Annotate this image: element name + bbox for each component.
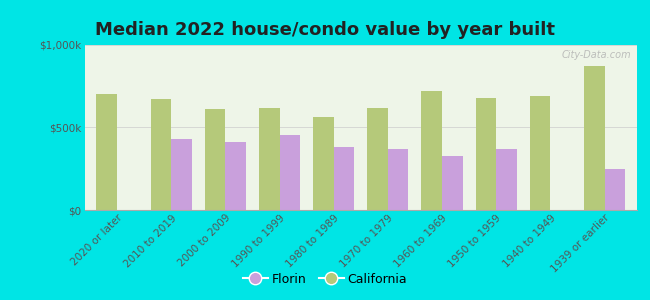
Bar [530,96,551,210]
Legend: Florin, California: Florin, California [238,268,412,291]
Bar [584,66,605,210]
Bar [604,169,625,210]
Bar [388,149,408,210]
Text: City-Data.com: City-Data.com [562,50,632,60]
Bar [96,94,117,210]
Bar [442,155,463,210]
Bar [259,108,280,210]
Bar [226,142,246,210]
Bar [496,149,517,210]
Bar [280,135,300,210]
Bar [151,99,171,210]
Bar [171,139,192,210]
Bar [421,91,442,210]
Bar [367,108,388,210]
Bar [205,109,226,210]
Bar [333,147,354,210]
Bar [313,117,333,210]
Bar [476,98,496,210]
Text: Median 2022 house/condo value by year built: Median 2022 house/condo value by year bu… [95,21,555,39]
